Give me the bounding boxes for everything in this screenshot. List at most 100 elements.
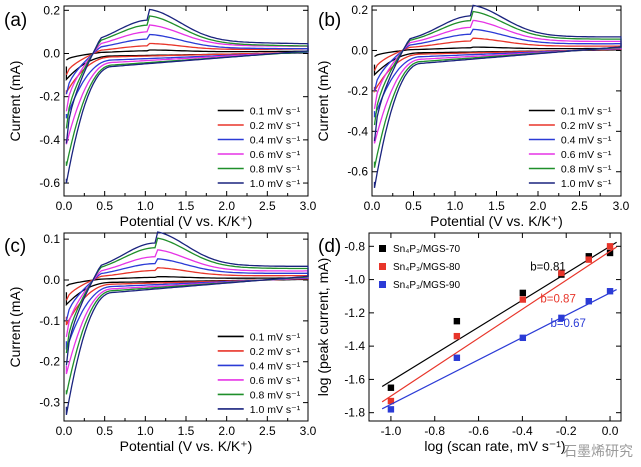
chart-panel-2: (b) 0.0 0.5 1.0 1.5 2.0 2.5 3.0 0.2 0.0 -0.2 -0.4 -0… bbox=[315, 3, 630, 229]
data-point bbox=[453, 317, 461, 325]
y-axis-label: log (peak current, mA) bbox=[315, 258, 331, 397]
data-point bbox=[387, 406, 395, 413]
cv-curve-6 bbox=[65, 231, 309, 416]
x-axis-label: log (scan rate, mV s⁻¹) bbox=[424, 438, 565, 454]
plot-frame bbox=[368, 232, 622, 422]
legend-label: 0.1 mV s⁻¹ bbox=[250, 106, 301, 118]
cv-curve-1 bbox=[373, 46, 622, 77]
chart-panel-1: (a) 0.0 0.5 1.0 1.5 2.0 2.5 3.0 0.2 0.0 -0.2 -0.4 -0… bbox=[4, 3, 317, 229]
x-tick-label: -0.6 bbox=[468, 424, 489, 438]
legend-marker bbox=[379, 263, 386, 270]
data-point bbox=[387, 384, 395, 391]
x-tick-label: 1.0 bbox=[137, 424, 154, 438]
x-tick-label: 0.0 bbox=[602, 424, 619, 438]
legend-marker bbox=[379, 281, 386, 288]
x-tick-label: 2.0 bbox=[218, 424, 235, 438]
data-point bbox=[585, 253, 592, 260]
legend-label: 0.1 mV s⁻¹ bbox=[250, 331, 301, 343]
data-point bbox=[453, 332, 461, 340]
data-point bbox=[387, 397, 395, 405]
y-tick-label: -1.0 bbox=[344, 273, 365, 287]
y-tick-label: -0.1 bbox=[39, 314, 60, 328]
x-tick-label: 3.0 bbox=[613, 199, 630, 213]
y-tick-label: -1.6 bbox=[344, 372, 365, 386]
cv-curve-6 bbox=[373, 4, 622, 189]
x-tick-label: -0.2 bbox=[556, 424, 577, 438]
x-tick-label: 1.5 bbox=[178, 424, 195, 438]
x-tick-label: 1.5 bbox=[488, 199, 505, 213]
y-tick-label: 0.1 bbox=[43, 232, 60, 246]
data-point bbox=[519, 334, 527, 342]
data-point bbox=[585, 256, 592, 263]
legend-label: 0.2 mV s⁻¹ bbox=[561, 120, 612, 132]
data-point bbox=[519, 296, 527, 303]
fit-line-3 bbox=[381, 289, 617, 410]
y-tick-label: 0.2 bbox=[43, 3, 60, 17]
x-tick-label: 0.5 bbox=[96, 199, 113, 213]
y-tick-label: 0.0 bbox=[43, 47, 60, 61]
x-tick-label: 2.5 bbox=[571, 199, 588, 213]
y-tick-label: 0.0 bbox=[351, 43, 368, 57]
cv-curve-1 bbox=[65, 275, 309, 307]
y-tick-label: -0.3 bbox=[39, 396, 60, 410]
legend-label: Sn₄P₃/MGS-70 bbox=[393, 244, 461, 255]
legend-label: 0.6 mV s⁻¹ bbox=[250, 375, 301, 387]
y-axis-label: Current (mA) bbox=[7, 287, 23, 368]
y-axis-label: Current (mA) bbox=[315, 61, 331, 142]
panel-label: (a) bbox=[4, 10, 27, 31]
y-tick-label: -0.4 bbox=[39, 133, 60, 147]
x-tick-label: 2.0 bbox=[218, 199, 235, 213]
cv-curve-5 bbox=[65, 15, 309, 166]
fit-label: b=0.81 bbox=[530, 262, 566, 274]
data-point bbox=[519, 289, 527, 297]
watermark: 石墨烯研究 bbox=[563, 444, 633, 460]
x-tick-label: -0.8 bbox=[424, 424, 445, 438]
x-tick-label: 2.0 bbox=[530, 199, 547, 213]
x-tick-label: 0.5 bbox=[405, 199, 422, 213]
fit-label: b=0.67 bbox=[550, 318, 586, 330]
legend-label: 1.0 mV s⁻¹ bbox=[561, 178, 612, 190]
x-tick-label: 0.0 bbox=[364, 199, 381, 213]
panel-label: (d) bbox=[318, 236, 341, 257]
x-tick-label: 1.0 bbox=[137, 199, 154, 213]
y-axis-label: Current (mA) bbox=[7, 61, 23, 142]
y-tick-label: -1.2 bbox=[344, 306, 365, 320]
legend-label: 0.8 mV s⁻¹ bbox=[250, 164, 301, 176]
cv-curve-2 bbox=[373, 37, 622, 94]
x-tick-label: 3.0 bbox=[300, 424, 317, 438]
legend-label: 0.6 mV s⁻¹ bbox=[250, 149, 301, 161]
legend-marker bbox=[379, 245, 386, 252]
data-point bbox=[585, 298, 592, 305]
data-point bbox=[606, 249, 614, 257]
y-tick-label: -0.4 bbox=[347, 124, 368, 138]
legend-label: 0.6 mV s⁻¹ bbox=[561, 149, 612, 161]
x-tick-label: 3.0 bbox=[300, 199, 317, 213]
x-tick-label: -0.4 bbox=[512, 424, 533, 438]
x-tick-label: 0.5 bbox=[96, 424, 113, 438]
y-tick-label: -0.8 bbox=[344, 239, 365, 253]
chart-panel-4: (d) -1.0 -0.8 -0.6 -0.4 -0.2 0.0 -0.8 -1.0 -1.2 -1… bbox=[315, 232, 622, 454]
cv-curve-6 bbox=[65, 8, 309, 184]
legend-label: 0.4 mV s⁻¹ bbox=[250, 135, 301, 147]
x-axis-label: Potential (V vs. K/K⁺) bbox=[120, 213, 253, 229]
legend-label: 0.8 mV s⁻¹ bbox=[561, 164, 612, 176]
x-tick-label: 0.0 bbox=[56, 424, 73, 438]
legend-label: Sn₄P₃/MGS-80 bbox=[393, 262, 461, 273]
data-point bbox=[453, 354, 461, 361]
data-point bbox=[606, 288, 614, 295]
x-tick-label: 0.0 bbox=[56, 199, 73, 213]
fit-label: b=0.87 bbox=[540, 294, 576, 306]
legend-label: 0.4 mV s⁻¹ bbox=[250, 360, 301, 372]
legend-label: 0.1 mV s⁻¹ bbox=[561, 106, 612, 118]
legend-label: 1.0 mV s⁻¹ bbox=[250, 404, 301, 416]
y-tick-label: -0.2 bbox=[39, 355, 60, 369]
legend-label: 1.0 mV s⁻¹ bbox=[250, 178, 301, 190]
cv-curve-3 bbox=[65, 258, 309, 350]
legend-label: 0.8 mV s⁻¹ bbox=[250, 389, 301, 401]
x-tick-label: 1.5 bbox=[178, 199, 195, 213]
y-tick-label: -1.8 bbox=[344, 406, 365, 420]
y-tick-label: -0.2 bbox=[347, 84, 368, 98]
x-axis-label: Potential (V vs. K/K⁺) bbox=[120, 438, 253, 454]
panel-label: (c) bbox=[4, 236, 26, 257]
data-point bbox=[558, 314, 565, 322]
